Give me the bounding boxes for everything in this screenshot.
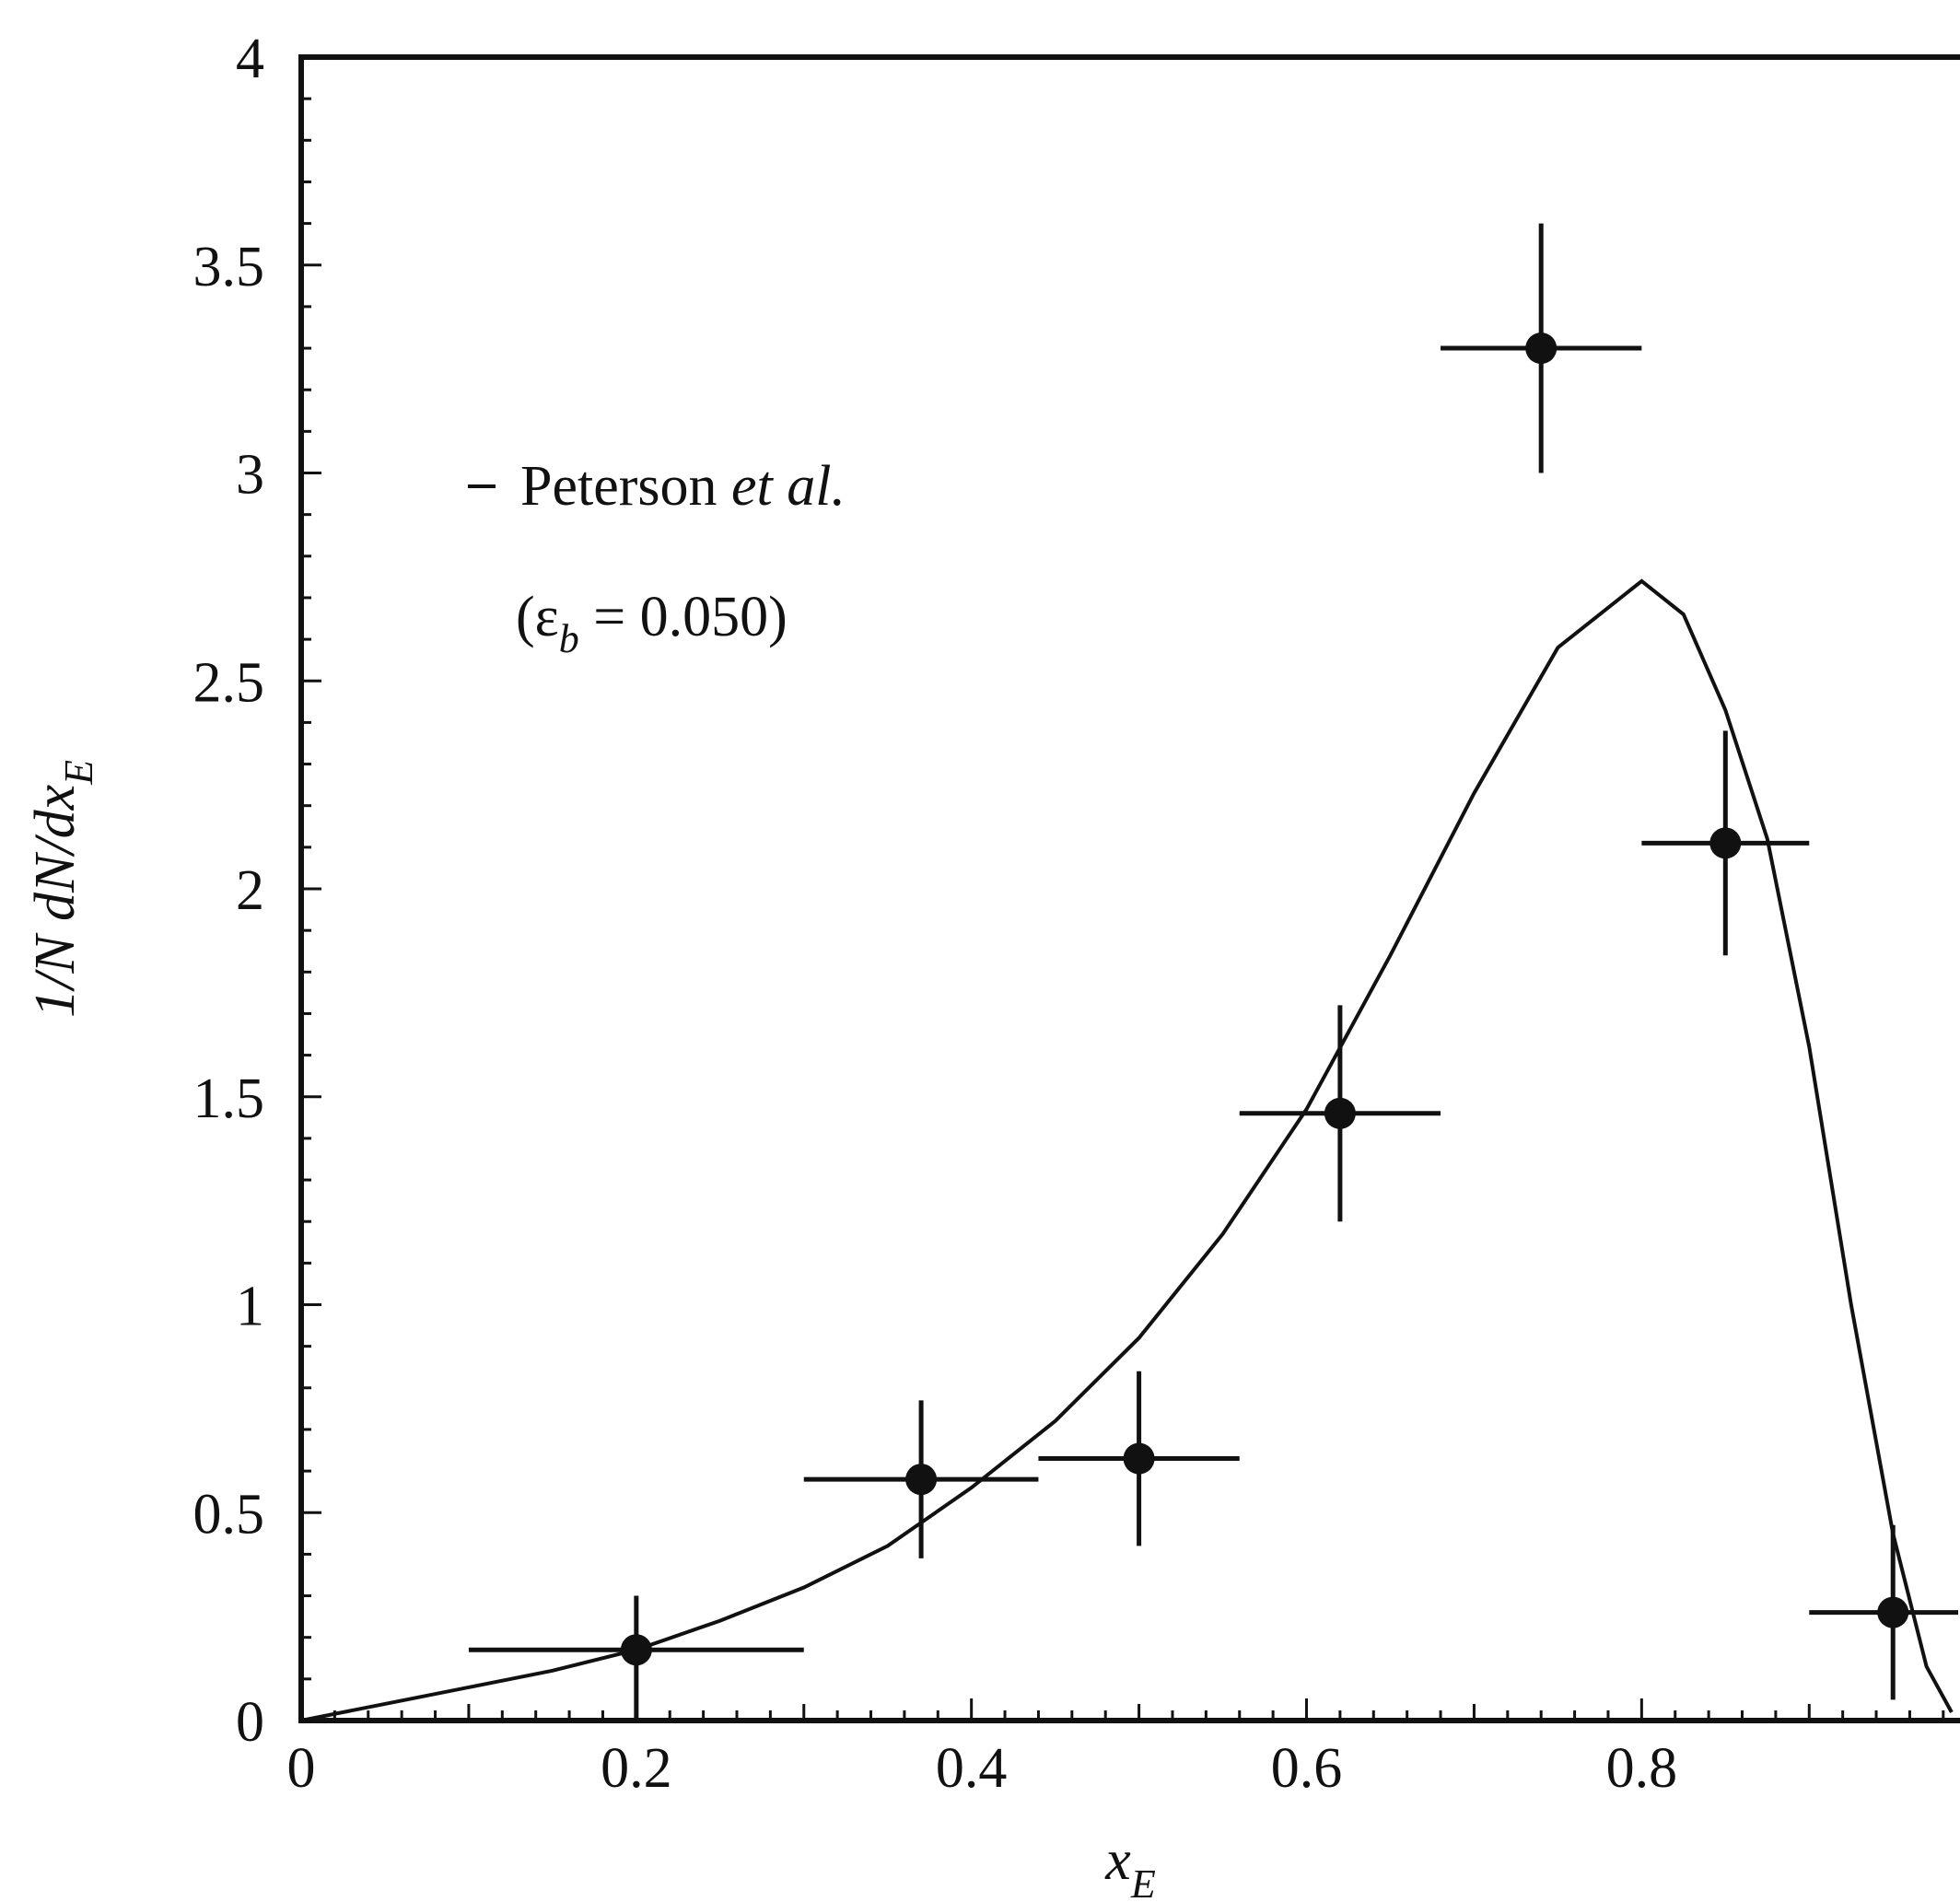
data-point-marker bbox=[1525, 333, 1558, 365]
legend-label-main: Peterson bbox=[520, 455, 731, 518]
curve-layer bbox=[300, 578, 1954, 1722]
x-axis-label: xE bbox=[1104, 1829, 1156, 1902]
legend-param-subscript: b bbox=[559, 616, 579, 661]
data-point-group bbox=[1641, 730, 1810, 956]
data-point-group bbox=[1239, 1005, 1441, 1222]
y-tick-label: 4 bbox=[236, 28, 264, 90]
x-axis-label-subscript: E bbox=[1130, 1861, 1156, 1902]
data-point-marker bbox=[905, 1464, 938, 1496]
data-point-marker bbox=[1709, 827, 1742, 859]
x-tick-label: 0.4 bbox=[936, 1737, 1008, 1800]
legend-label-line1: Peterson et al. bbox=[520, 455, 846, 518]
x-tick-label: 0.2 bbox=[601, 1737, 672, 1800]
plot-frame bbox=[298, 54, 1960, 1723]
data-point-marker bbox=[1877, 1596, 1909, 1628]
y-tick-label: 0.5 bbox=[193, 1483, 265, 1546]
y-tick-label: 1 bbox=[236, 1276, 264, 1338]
y-tick-label: 2.5 bbox=[193, 651, 265, 714]
legend-param-value: = 0.050) bbox=[579, 586, 788, 648]
data-point-group bbox=[468, 1595, 804, 1721]
legend: Peterson et al. (εb = 0.050) bbox=[468, 455, 846, 661]
data-point-group bbox=[803, 1400, 1039, 1558]
y-axis-label-subscript: E bbox=[56, 760, 101, 786]
data-point-group bbox=[1809, 1524, 1958, 1700]
x-axis-label-main: x bbox=[1104, 1829, 1131, 1892]
x-tick-label: 0 bbox=[287, 1737, 316, 1800]
data-points bbox=[468, 223, 1958, 1721]
axis-ticks bbox=[299, 55, 1945, 1722]
model-curve bbox=[300, 578, 1954, 1722]
y-tick-label: 0 bbox=[236, 1691, 264, 1754]
data-point-group bbox=[1038, 1371, 1240, 1546]
y-tick-label: 3.5 bbox=[193, 236, 265, 298]
y-axis-label: 1/N dN/dxE bbox=[24, 760, 101, 1018]
y-axis-label-main: 1/N dN/dx bbox=[24, 784, 87, 1018]
legend-label-italic: et al. bbox=[731, 455, 846, 518]
data-point-marker bbox=[1123, 1442, 1155, 1475]
x-tick-label: 0.6 bbox=[1271, 1737, 1343, 1800]
legend-param-open: (ε bbox=[516, 586, 559, 648]
data-point-marker bbox=[1324, 1097, 1356, 1129]
y-tick-label: 1.5 bbox=[193, 1068, 265, 1130]
x-tick-label: 0.8 bbox=[1606, 1737, 1678, 1800]
data-point-group bbox=[1441, 223, 1642, 473]
y-tick-label: 2 bbox=[236, 859, 264, 922]
data-point-marker bbox=[620, 1634, 652, 1666]
legend-label-line2: (εb = 0.050) bbox=[516, 586, 788, 661]
y-tick-label: 3 bbox=[236, 444, 264, 507]
tick-labels: 0 0.5 1 1.5 2 2.5 3 3.5 4 0 0.2 0.4 0.6 0.8 bbox=[193, 28, 1678, 1800]
